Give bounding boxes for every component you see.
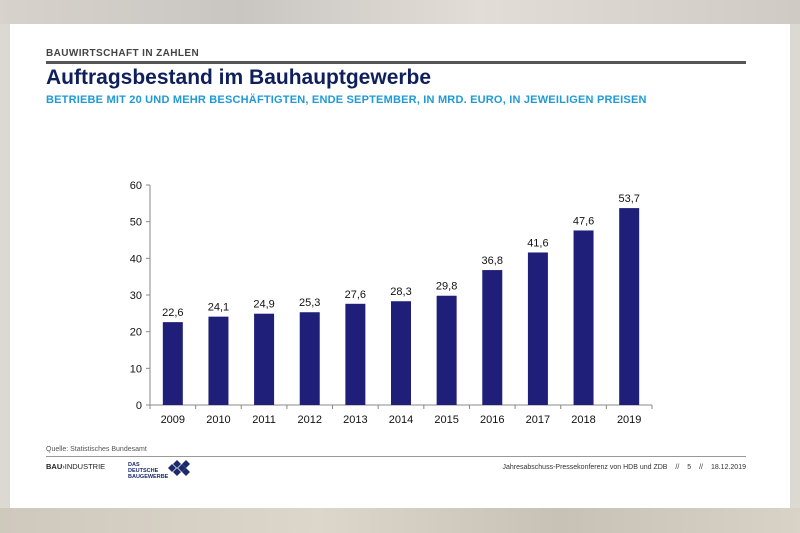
source-note: Quelle: Statistisches Bundesamt xyxy=(46,446,147,453)
data-label: 25,3 xyxy=(299,297,320,309)
logo-line2: BAUGEWERBE xyxy=(128,474,169,480)
footer-info: Jahresabschuss-Pressekonferenz von HDB u… xyxy=(496,464,746,471)
logo-line1: DAS DEUTSCHE xyxy=(128,462,159,474)
data-label: 24,1 xyxy=(208,302,229,314)
bar xyxy=(299,312,320,405)
baugewerbe-mark-icon xyxy=(168,460,190,476)
bar xyxy=(482,270,503,405)
bauindustrie-logo: BAU›INDUSTRIE xyxy=(46,462,105,471)
slide xyxy=(10,24,790,508)
data-label: 36,8 xyxy=(482,255,503,267)
footer-rule xyxy=(46,456,746,457)
x-tick-label: 2010 xyxy=(206,414,230,426)
y-tick-label: 40 xyxy=(130,253,142,265)
y-tick-label: 60 xyxy=(130,180,142,192)
x-tick-label: 2016 xyxy=(480,414,504,426)
page-subtitle: BETRIEBE MIT 20 UND MEHR BESCHÄFTIGTEN, … xyxy=(46,94,647,106)
bar xyxy=(619,208,640,405)
bar xyxy=(208,316,229,405)
x-tick-label: 2017 xyxy=(526,414,550,426)
y-tick-label: 30 xyxy=(130,290,142,302)
background-bottom xyxy=(0,508,800,533)
data-label: 28,3 xyxy=(390,286,411,298)
footer-page-number: 5 xyxy=(687,464,692,471)
x-tick-label: 2011 xyxy=(252,414,276,426)
x-tick-label: 2018 xyxy=(571,414,595,426)
bar xyxy=(527,252,548,405)
x-tick-label: 2009 xyxy=(161,414,185,426)
bar xyxy=(345,303,366,405)
page-title: Auftragsbestand im Bauhauptgewerbe xyxy=(46,66,432,89)
background-top xyxy=(0,0,800,24)
data-label: 41,6 xyxy=(527,237,548,249)
x-tick-label: 2019 xyxy=(617,414,641,426)
data-label: 29,8 xyxy=(436,281,457,293)
y-tick-label: 50 xyxy=(130,217,142,229)
y-tick-label: 20 xyxy=(130,327,142,339)
baugewerbe-logo: DAS DEUTSCHE BAUGEWERBE xyxy=(128,458,190,480)
x-tick-label: 2015 xyxy=(434,414,458,426)
x-tick-label: 2012 xyxy=(297,414,321,426)
logo-bau-arrow-icon: › xyxy=(62,462,65,471)
data-label: 24,9 xyxy=(253,299,274,311)
data-label: 22,6 xyxy=(162,307,183,319)
bar xyxy=(254,313,275,405)
y-tick-label: 0 xyxy=(136,400,142,412)
bar xyxy=(573,230,594,405)
bar xyxy=(162,322,183,405)
x-tick-label: 2013 xyxy=(343,414,367,426)
bar xyxy=(391,301,411,405)
footer-sep-2: // xyxy=(699,464,703,471)
header-rule xyxy=(46,61,746,64)
data-label: 27,6 xyxy=(345,289,366,301)
data-label: 53,7 xyxy=(618,193,639,205)
x-tick-label: 2014 xyxy=(389,414,413,426)
section-label: BAUWIRTSCHAFT IN ZAHLEN xyxy=(46,48,200,59)
logo-industrie-text: INDUSTRIE xyxy=(64,462,106,471)
footer-sep-1: // xyxy=(675,464,680,471)
y-tick-label: 10 xyxy=(130,363,142,375)
bar xyxy=(436,295,457,405)
footer-date: 18.12.2019 xyxy=(710,464,746,471)
logo-bau-text: BAU xyxy=(46,462,63,471)
data-label: 47,6 xyxy=(573,215,594,227)
footer-event: Jahresabschuss-Pressekonferenz von HDB u… xyxy=(502,464,668,471)
